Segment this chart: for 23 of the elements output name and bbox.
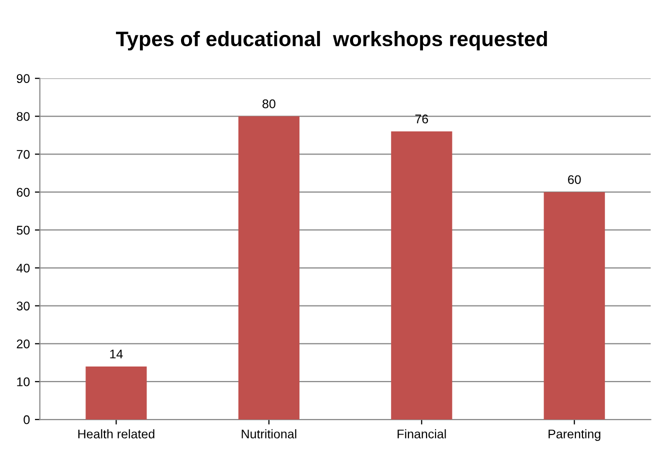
- bar: [238, 116, 300, 420]
- y-tick-label: 30: [16, 302, 30, 310]
- x-tick-label: Health related: [78, 429, 154, 438]
- y-tick-label: 80: [16, 112, 30, 121]
- y-tick-label: 60: [16, 188, 30, 197]
- y-tick-label: 50: [16, 226, 30, 235]
- x-tick-label: Financial: [398, 429, 446, 438]
- y-tick-label: 0: [24, 415, 30, 424]
- data-label: 76: [415, 114, 428, 124]
- data-label: 80: [262, 99, 276, 108]
- bar: [86, 366, 147, 420]
- data-label: 14: [110, 350, 123, 358]
- bar: [544, 192, 605, 420]
- x-tick-label: Parenting: [548, 429, 600, 441]
- y-tick-label: 90: [16, 74, 30, 84]
- y-tick-label: 10: [17, 377, 30, 386]
- y-tick-label: 40: [16, 264, 30, 273]
- bar: [391, 131, 452, 420]
- y-tick-label: 70: [16, 150, 30, 159]
- data-label: 60: [568, 175, 581, 184]
- y-tick-label: 20: [16, 340, 30, 348]
- x-tick-label: Nutritional: [242, 429, 296, 438]
- chart-title: Types of educational workshops requested: [116, 31, 547, 50]
